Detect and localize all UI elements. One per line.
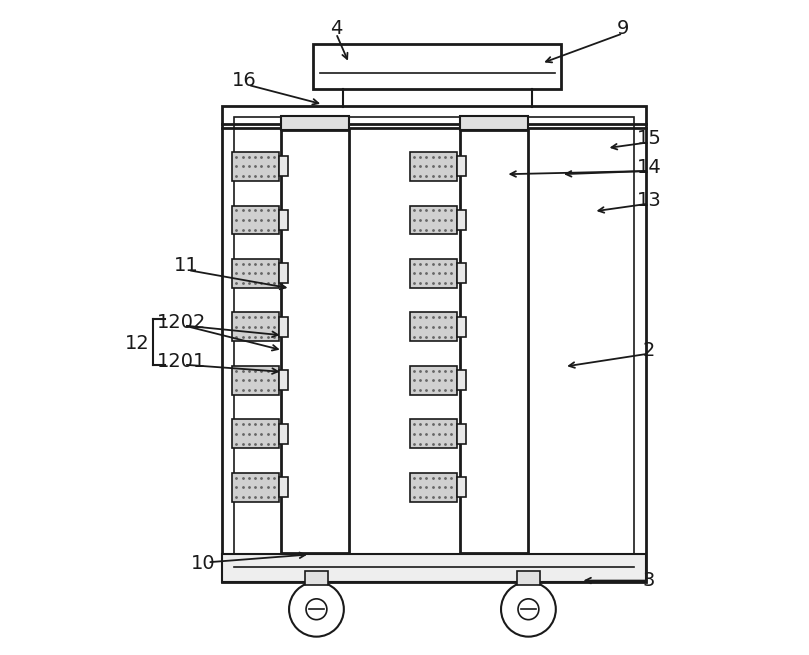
Text: 2: 2 (643, 341, 655, 360)
Bar (281, 130, 349, 553)
Text: 11: 11 (174, 256, 198, 275)
Bar (281, 115, 349, 130)
Bar (234, 117, 634, 570)
Bar (409, 366, 456, 395)
Text: 12: 12 (125, 334, 150, 353)
Bar (456, 263, 466, 284)
Bar (460, 115, 528, 130)
Text: 3: 3 (643, 571, 655, 590)
Text: 1202: 1202 (157, 313, 206, 332)
Bar (313, 44, 561, 90)
Text: 10: 10 (191, 554, 216, 573)
Bar (456, 424, 466, 444)
Bar (232, 473, 279, 502)
Bar (305, 571, 328, 585)
Bar (456, 210, 466, 230)
Text: 1201: 1201 (157, 352, 206, 371)
Text: 13: 13 (637, 191, 662, 210)
Bar (456, 370, 466, 390)
Bar (232, 312, 279, 341)
Bar (409, 152, 456, 181)
Bar (279, 370, 288, 390)
Bar (460, 130, 528, 553)
Bar (232, 206, 279, 234)
Bar (232, 366, 279, 395)
Bar (279, 477, 288, 497)
Circle shape (289, 582, 344, 637)
Bar (232, 419, 279, 448)
Bar (409, 473, 456, 502)
Bar (456, 157, 466, 176)
Bar (279, 317, 288, 337)
Bar (279, 157, 288, 176)
Bar (222, 105, 646, 582)
Bar (409, 206, 456, 234)
Text: 9: 9 (616, 19, 629, 38)
Bar (409, 419, 456, 448)
Text: 16: 16 (232, 71, 257, 90)
Circle shape (306, 599, 327, 620)
Bar (456, 317, 466, 337)
Bar (279, 263, 288, 284)
Text: 4: 4 (330, 19, 342, 38)
Bar (232, 259, 279, 288)
Bar (409, 312, 456, 341)
Circle shape (501, 582, 556, 637)
Bar (409, 259, 456, 288)
Bar (232, 152, 279, 181)
Bar (279, 210, 288, 230)
Bar (222, 555, 646, 582)
Bar (279, 424, 288, 444)
Bar (456, 477, 466, 497)
Bar (517, 571, 540, 585)
Text: 15: 15 (637, 129, 662, 148)
Text: 14: 14 (637, 159, 662, 178)
Circle shape (518, 599, 539, 620)
